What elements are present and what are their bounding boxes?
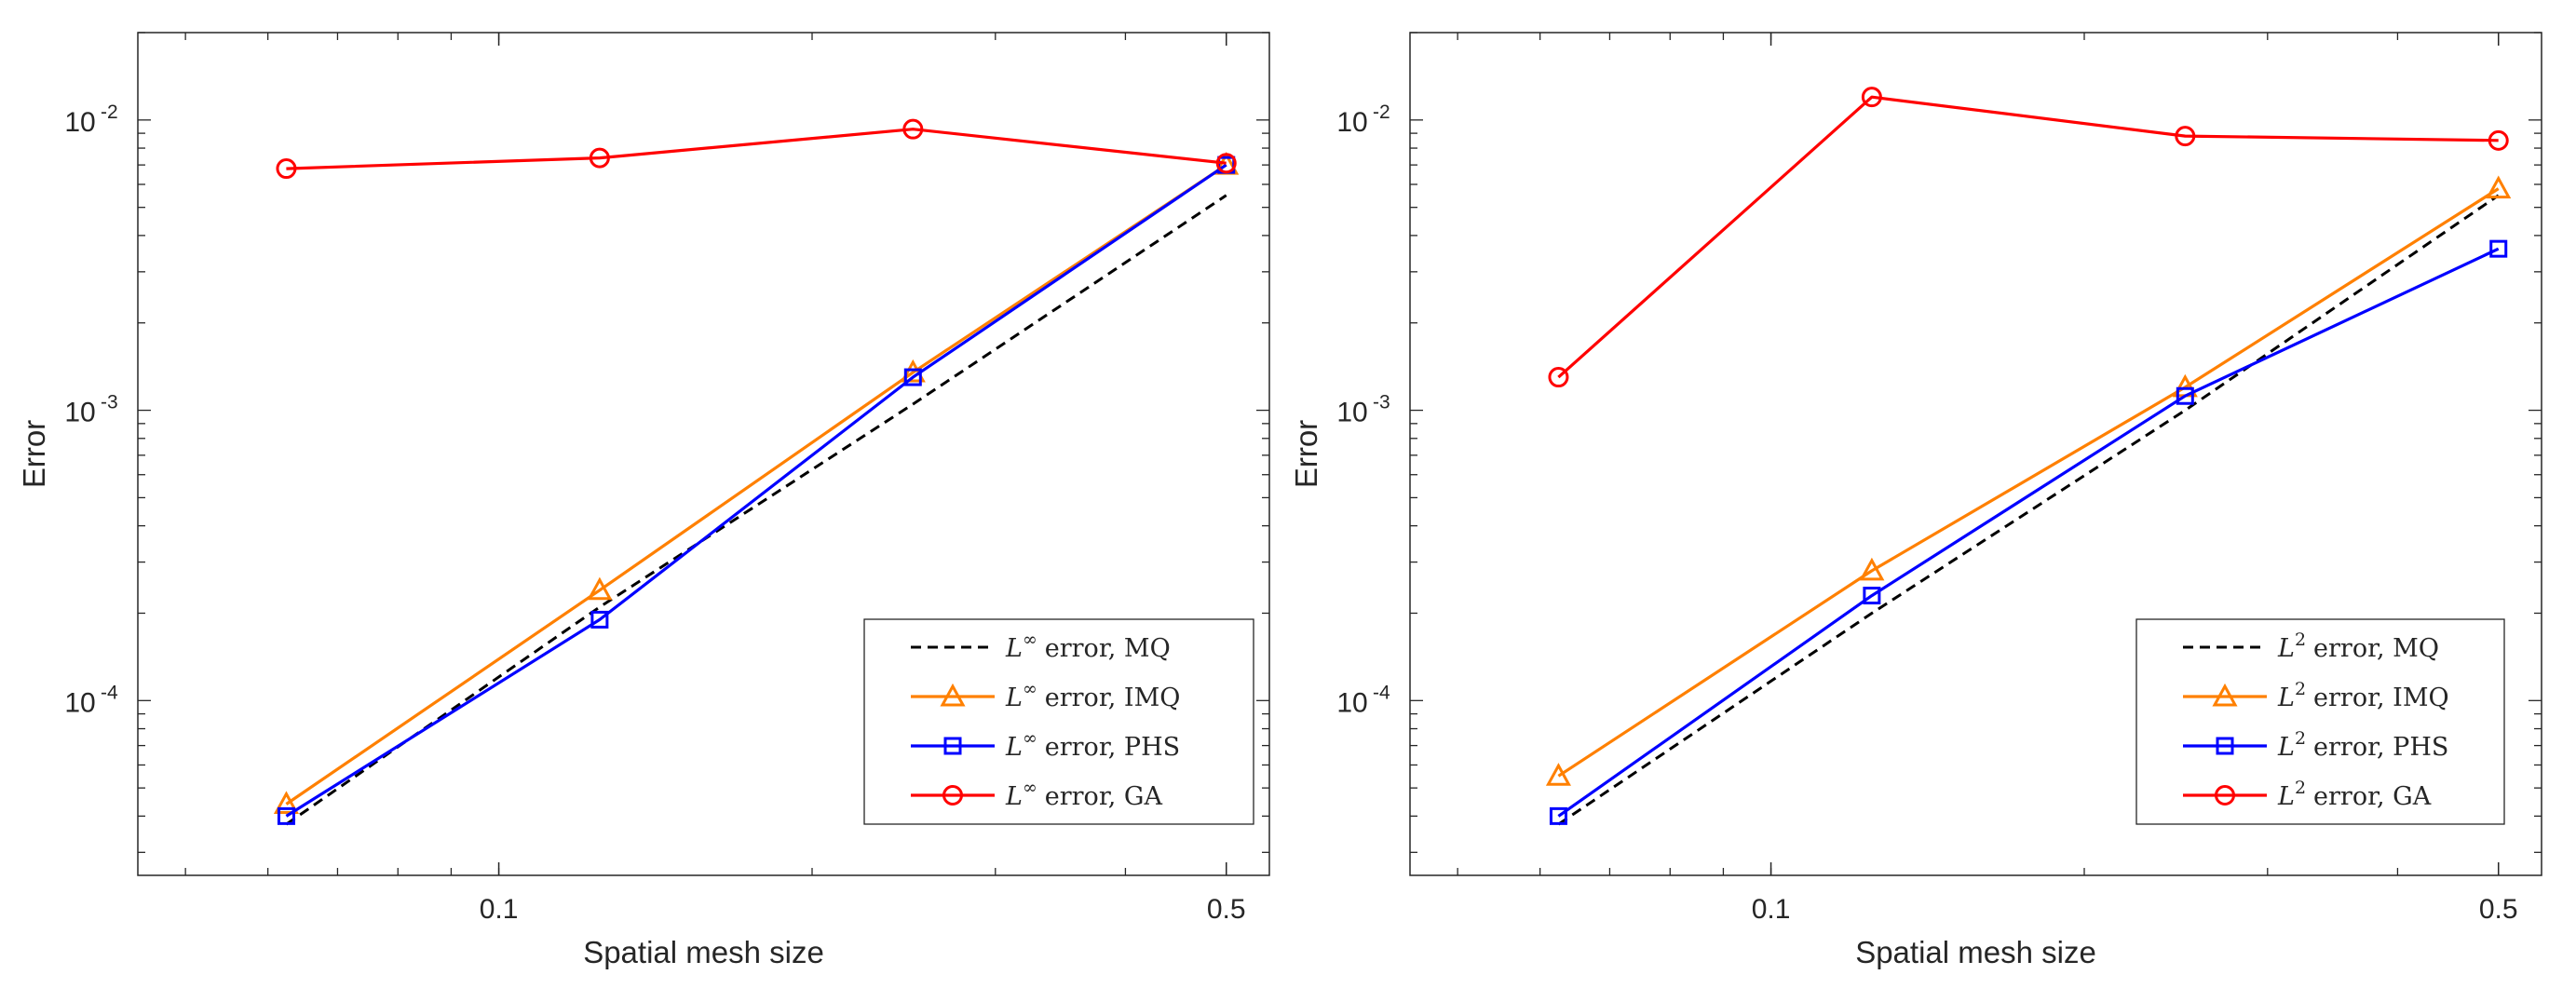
series-line-phs — [285, 163, 1227, 818]
data-point-phs — [277, 806, 295, 825]
y-tick-exponent: -4 — [101, 682, 118, 703]
chart-panel-2: 0.1 0.5 10 -4 10 -3 10 -2 Spatial mesh size Error… — [1289, 32, 2542, 969]
series-ga — [276, 118, 1237, 180]
y-tick-exponent: -2 — [101, 102, 118, 123]
data-point-phs — [2176, 386, 2194, 405]
axis-ticks — [1410, 32, 2542, 875]
y-tick-label: 10 — [1336, 398, 1367, 428]
legend-marker — [2212, 683, 2238, 707]
data-point-imq — [587, 576, 613, 601]
legend-label: L2 error, MQ — [2277, 630, 2439, 663]
y-tick-label: 10 — [64, 687, 95, 718]
series-phs — [1549, 239, 2508, 825]
series-imq — [1545, 175, 2512, 786]
data-point-imq — [2486, 175, 2512, 199]
x-axis-label: Spatial mesh size — [1855, 935, 2096, 969]
y-tick-label: 10 — [64, 107, 95, 138]
data-point-ga — [276, 158, 297, 180]
series-mq — [285, 194, 1227, 826]
x-axis-label: Spatial mesh size — [583, 935, 824, 969]
chart-panel-1: 0.1 0.5 10 -4 10 -3 10 -2 Spatial mesh size Error… — [17, 32, 1270, 969]
y-tick-exponent: -3 — [101, 392, 118, 413]
data-point-imq — [273, 791, 299, 814]
data-point-ga — [589, 147, 610, 169]
legend-marker — [943, 737, 962, 755]
y-tick-exponent: -2 — [1373, 102, 1390, 123]
legend-entry-phs: L∞ error, PHS — [911, 728, 1180, 762]
legend-marker — [2216, 737, 2234, 755]
legend-entry-ga: L2 error, GA — [2183, 778, 2432, 811]
data-point-phs — [1863, 587, 1881, 605]
data-point-phs — [903, 368, 922, 386]
data-point-ga — [2175, 126, 2196, 147]
legend-label: L∞ error, GA — [1005, 778, 1162, 811]
series-line-phs — [1557, 247, 2500, 818]
legend: L2 error, MQ L2 error, IMQ L2 error, PHS L2 err… — [2135, 618, 2505, 825]
data-point-phs — [1549, 806, 1567, 825]
data-point-ga — [1215, 153, 1237, 174]
series-line-mq — [285, 194, 1227, 826]
data-point-imq — [1545, 763, 1571, 786]
legend-label: L2 error, PHS — [2277, 728, 2448, 762]
legend-label: L∞ error, IMQ — [1005, 679, 1180, 712]
series-line-imq — [285, 163, 1227, 806]
legend-box — [863, 618, 1254, 825]
data-point-phs — [2489, 239, 2508, 258]
legend-entry-ga: L∞ error, GA — [911, 778, 1162, 811]
legend-entry-imq: L2 error, IMQ — [2183, 679, 2449, 712]
legend-label: L2 error, GA — [2277, 778, 2432, 811]
series-line-ga — [1557, 95, 2499, 379]
y-tick-exponent: -4 — [1373, 682, 1390, 703]
data-point-phs — [590, 610, 609, 629]
series-mq — [1557, 194, 2500, 826]
series-line-ga — [286, 128, 1227, 170]
legend-entry-imq: L∞ error, IMQ — [911, 679, 1180, 712]
data-point-imq — [1859, 557, 1885, 581]
data-point-ga — [902, 118, 924, 140]
axis-ticks — [138, 32, 1269, 875]
data-point-ga — [1861, 87, 1882, 108]
y-tick-label: 10 — [1336, 107, 1367, 138]
y-axis-label: Error — [17, 420, 51, 488]
legend-label: L∞ error, MQ — [1005, 630, 1171, 663]
series-ga — [1548, 87, 2509, 388]
legend-marker — [2215, 785, 2235, 806]
series-line-imq — [1557, 187, 2500, 778]
data-point-imq — [900, 359, 926, 383]
legend-box — [2135, 618, 2505, 825]
data-point-ga — [1548, 367, 1569, 388]
legend-label: L2 error, IMQ — [2277, 679, 2449, 712]
legend-marker — [940, 683, 966, 707]
data-point-ga — [2488, 129, 2509, 151]
y-tick-label: 10 — [64, 398, 95, 428]
legend-label: L∞ error, PHS — [1005, 728, 1180, 762]
legend-entry-mq: L∞ error, MQ — [911, 630, 1171, 663]
y-tick-label: 10 — [1336, 687, 1367, 718]
x-tick-label: 0.1 — [480, 894, 519, 925]
legend-entry-mq: L2 error, MQ — [2183, 630, 2439, 663]
x-tick-label: 0.5 — [1207, 894, 1246, 925]
legend-marker — [942, 785, 963, 806]
legend: L∞ error, MQ L∞ error, IMQ L∞ error, PHS L∞ err… — [863, 618, 1254, 825]
y-axis-label: Error — [1289, 420, 1323, 488]
x-tick-label: 0.1 — [1752, 894, 1791, 925]
y-tick-exponent: -3 — [1373, 392, 1390, 413]
x-tick-label: 0.5 — [2479, 894, 2518, 925]
legend-entry-phs: L2 error, PHS — [2183, 728, 2448, 762]
series-line-mq — [1557, 194, 2500, 826]
